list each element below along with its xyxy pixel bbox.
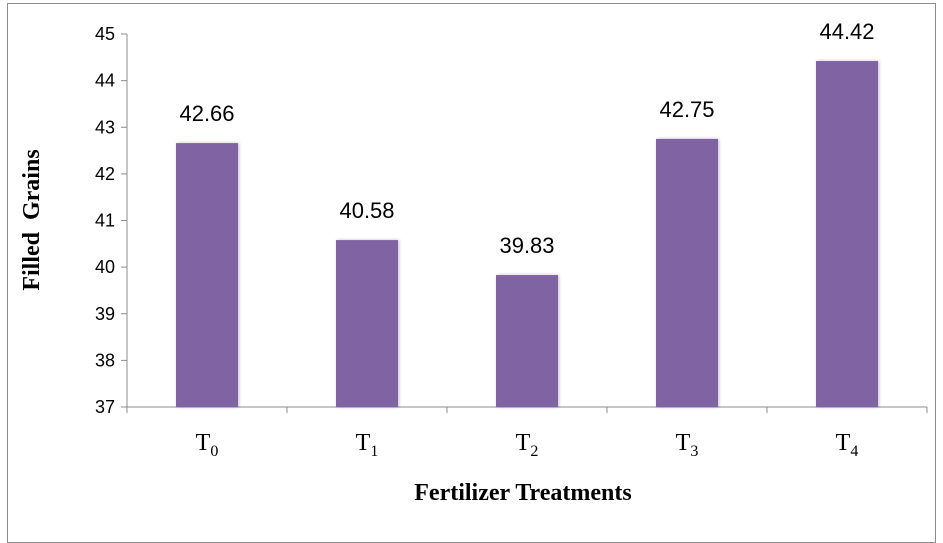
y-axis: 37 38 39 40 41 42 43 44 45 [95, 24, 128, 417]
y-tick-label: 44 [95, 71, 115, 91]
x-tick-label-base: T [836, 430, 851, 456]
data-label: 44.42 [819, 19, 874, 44]
bar [336, 240, 398, 407]
y-tick-label: 42 [95, 164, 115, 184]
data-label: 42.75 [659, 97, 714, 122]
x-tick-label-base: T [196, 430, 211, 456]
x-tick-label-subscript: 3 [690, 443, 698, 460]
x-tick-label: T3 [676, 430, 699, 460]
bar [656, 138, 718, 407]
bars [176, 61, 878, 408]
x-tick-label-base: T [356, 430, 371, 456]
data-label: 42.66 [179, 101, 234, 126]
bar [816, 61, 878, 407]
x-tick-label-base: T [516, 430, 531, 456]
y-tick-label: 41 [95, 211, 115, 231]
x-tick-label-subscript: 1 [370, 443, 378, 460]
x-tick-label: T0 [196, 430, 219, 460]
x-tick-label: T2 [516, 430, 539, 460]
y-tick-label: 37 [95, 397, 115, 417]
y-tick-label: 43 [95, 117, 115, 137]
x-axis-title: Fertilizer Treatments [414, 480, 631, 506]
x-tick-label-base: T [676, 430, 691, 456]
y-tick-label: 40 [95, 257, 115, 277]
y-tick-label: 38 [95, 350, 115, 370]
x-tick-label: T1 [356, 430, 379, 460]
x-tick-label-subscript: 0 [210, 443, 218, 460]
data-label: 40.58 [339, 198, 394, 223]
bar [496, 275, 558, 407]
x-tick-label-subscript: 4 [850, 443, 858, 460]
x-tick-label: T4 [836, 430, 859, 460]
y-tick-label: 39 [95, 304, 115, 324]
y-axis-title: Filled Grains [19, 149, 45, 290]
bar [176, 143, 238, 408]
x-axis: T0 T1 T2 T3 T4 [126, 406, 928, 460]
x-tick-label-subscript: 2 [530, 443, 538, 460]
y-tick-label: 45 [95, 24, 115, 44]
data-labels: 42.66 40.58 39.83 42.75 44.42 [179, 19, 874, 258]
data-label: 39.83 [499, 233, 554, 258]
